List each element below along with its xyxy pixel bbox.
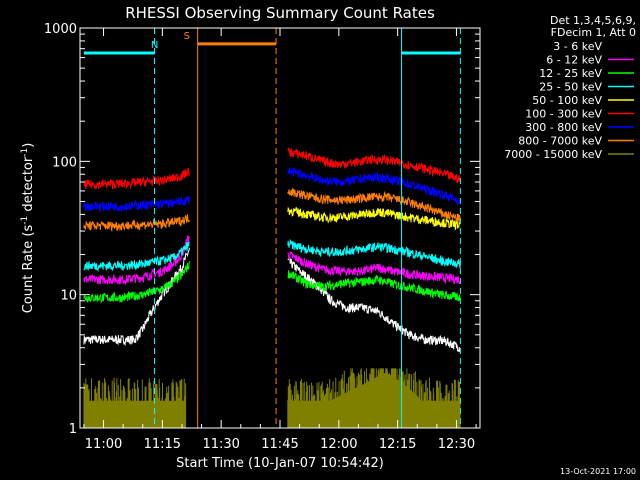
legend-label-3: 25 - 50 keV xyxy=(539,81,602,94)
series-6-seg1 xyxy=(287,166,461,206)
x-tick-label-2: 11:30 xyxy=(202,437,239,452)
series-7-seg1 xyxy=(287,187,461,223)
series-2-seg1 xyxy=(287,270,461,302)
legend-label-2: 12 - 25 keV xyxy=(539,67,602,80)
y-tick-label-1: 10 xyxy=(60,289,77,304)
series-5-seg1 xyxy=(287,147,461,184)
x-tick-label-3: 11:45 xyxy=(261,437,298,452)
annotation-label-0: N xyxy=(151,40,158,51)
x-tick-label-1: 11:15 xyxy=(144,437,181,452)
timestamp: 13-Oct-2021 17:00 xyxy=(560,467,636,476)
series-8-seg0 xyxy=(83,377,187,428)
x-tick-label-0: 11:00 xyxy=(85,437,122,452)
series-8 xyxy=(83,368,461,428)
legend-label-0: 3 - 6 keV xyxy=(553,40,602,53)
series-5 xyxy=(83,147,461,190)
series-8-seg1 xyxy=(287,368,461,428)
series-1 xyxy=(83,234,461,286)
legend-label-6: 300 - 800 keV xyxy=(525,121,602,134)
series-3-seg0 xyxy=(83,239,190,273)
series-2-seg0 xyxy=(83,261,190,304)
series-1-seg0 xyxy=(83,234,190,286)
series-2 xyxy=(83,261,461,304)
legend-header-0: Det 1,3,4,5,6,9, xyxy=(550,14,636,27)
y-tick-label-0: 1 xyxy=(69,422,77,437)
x-axis-label: Start Time (10-Jan-07 10:54:42) xyxy=(176,456,384,471)
y-tick-label-2: 100 xyxy=(52,155,77,170)
x-tick-label-4: 12:00 xyxy=(320,437,357,452)
x-tick-label-6: 12:30 xyxy=(438,437,475,452)
series-0 xyxy=(83,247,461,353)
legend-label-4: 50 - 100 keV xyxy=(532,94,602,107)
series-3-seg1 xyxy=(287,238,461,269)
series-3 xyxy=(83,238,461,273)
y-tick-label-3: 1000 xyxy=(44,22,77,37)
series-1-seg1 xyxy=(287,251,461,285)
series-0-seg0 xyxy=(83,247,190,347)
series-0-seg1 xyxy=(287,256,461,353)
legend: Det 1,3,4,5,6,9,FDecim 1, Att 03 - 6 keV… xyxy=(504,14,636,161)
legend-label-8: 7000 - 15000 keV xyxy=(504,148,602,161)
series-6-seg0 xyxy=(83,195,190,212)
y-axis-label: Count Rate (s-1 detector-1) xyxy=(20,143,36,314)
chart-title: RHESSI Observing Summary Count Rates xyxy=(125,4,435,22)
series-4 xyxy=(287,206,461,231)
x-tick-label-5: 12:15 xyxy=(379,437,416,452)
legend-label-5: 100 - 300 keV xyxy=(525,108,602,121)
series-7 xyxy=(83,187,461,233)
legend-label-1: 6 - 12 keV xyxy=(546,54,602,67)
series-6 xyxy=(83,166,461,212)
legend-header-1: FDecim 1, Att 0 xyxy=(551,26,636,39)
annotation-label-1: S xyxy=(184,31,190,42)
series-7-seg0 xyxy=(83,214,190,233)
legend-label-7: 800 - 7000 keV xyxy=(518,135,602,148)
series-4-seg1 xyxy=(287,206,461,231)
series-5-seg0 xyxy=(83,167,190,190)
